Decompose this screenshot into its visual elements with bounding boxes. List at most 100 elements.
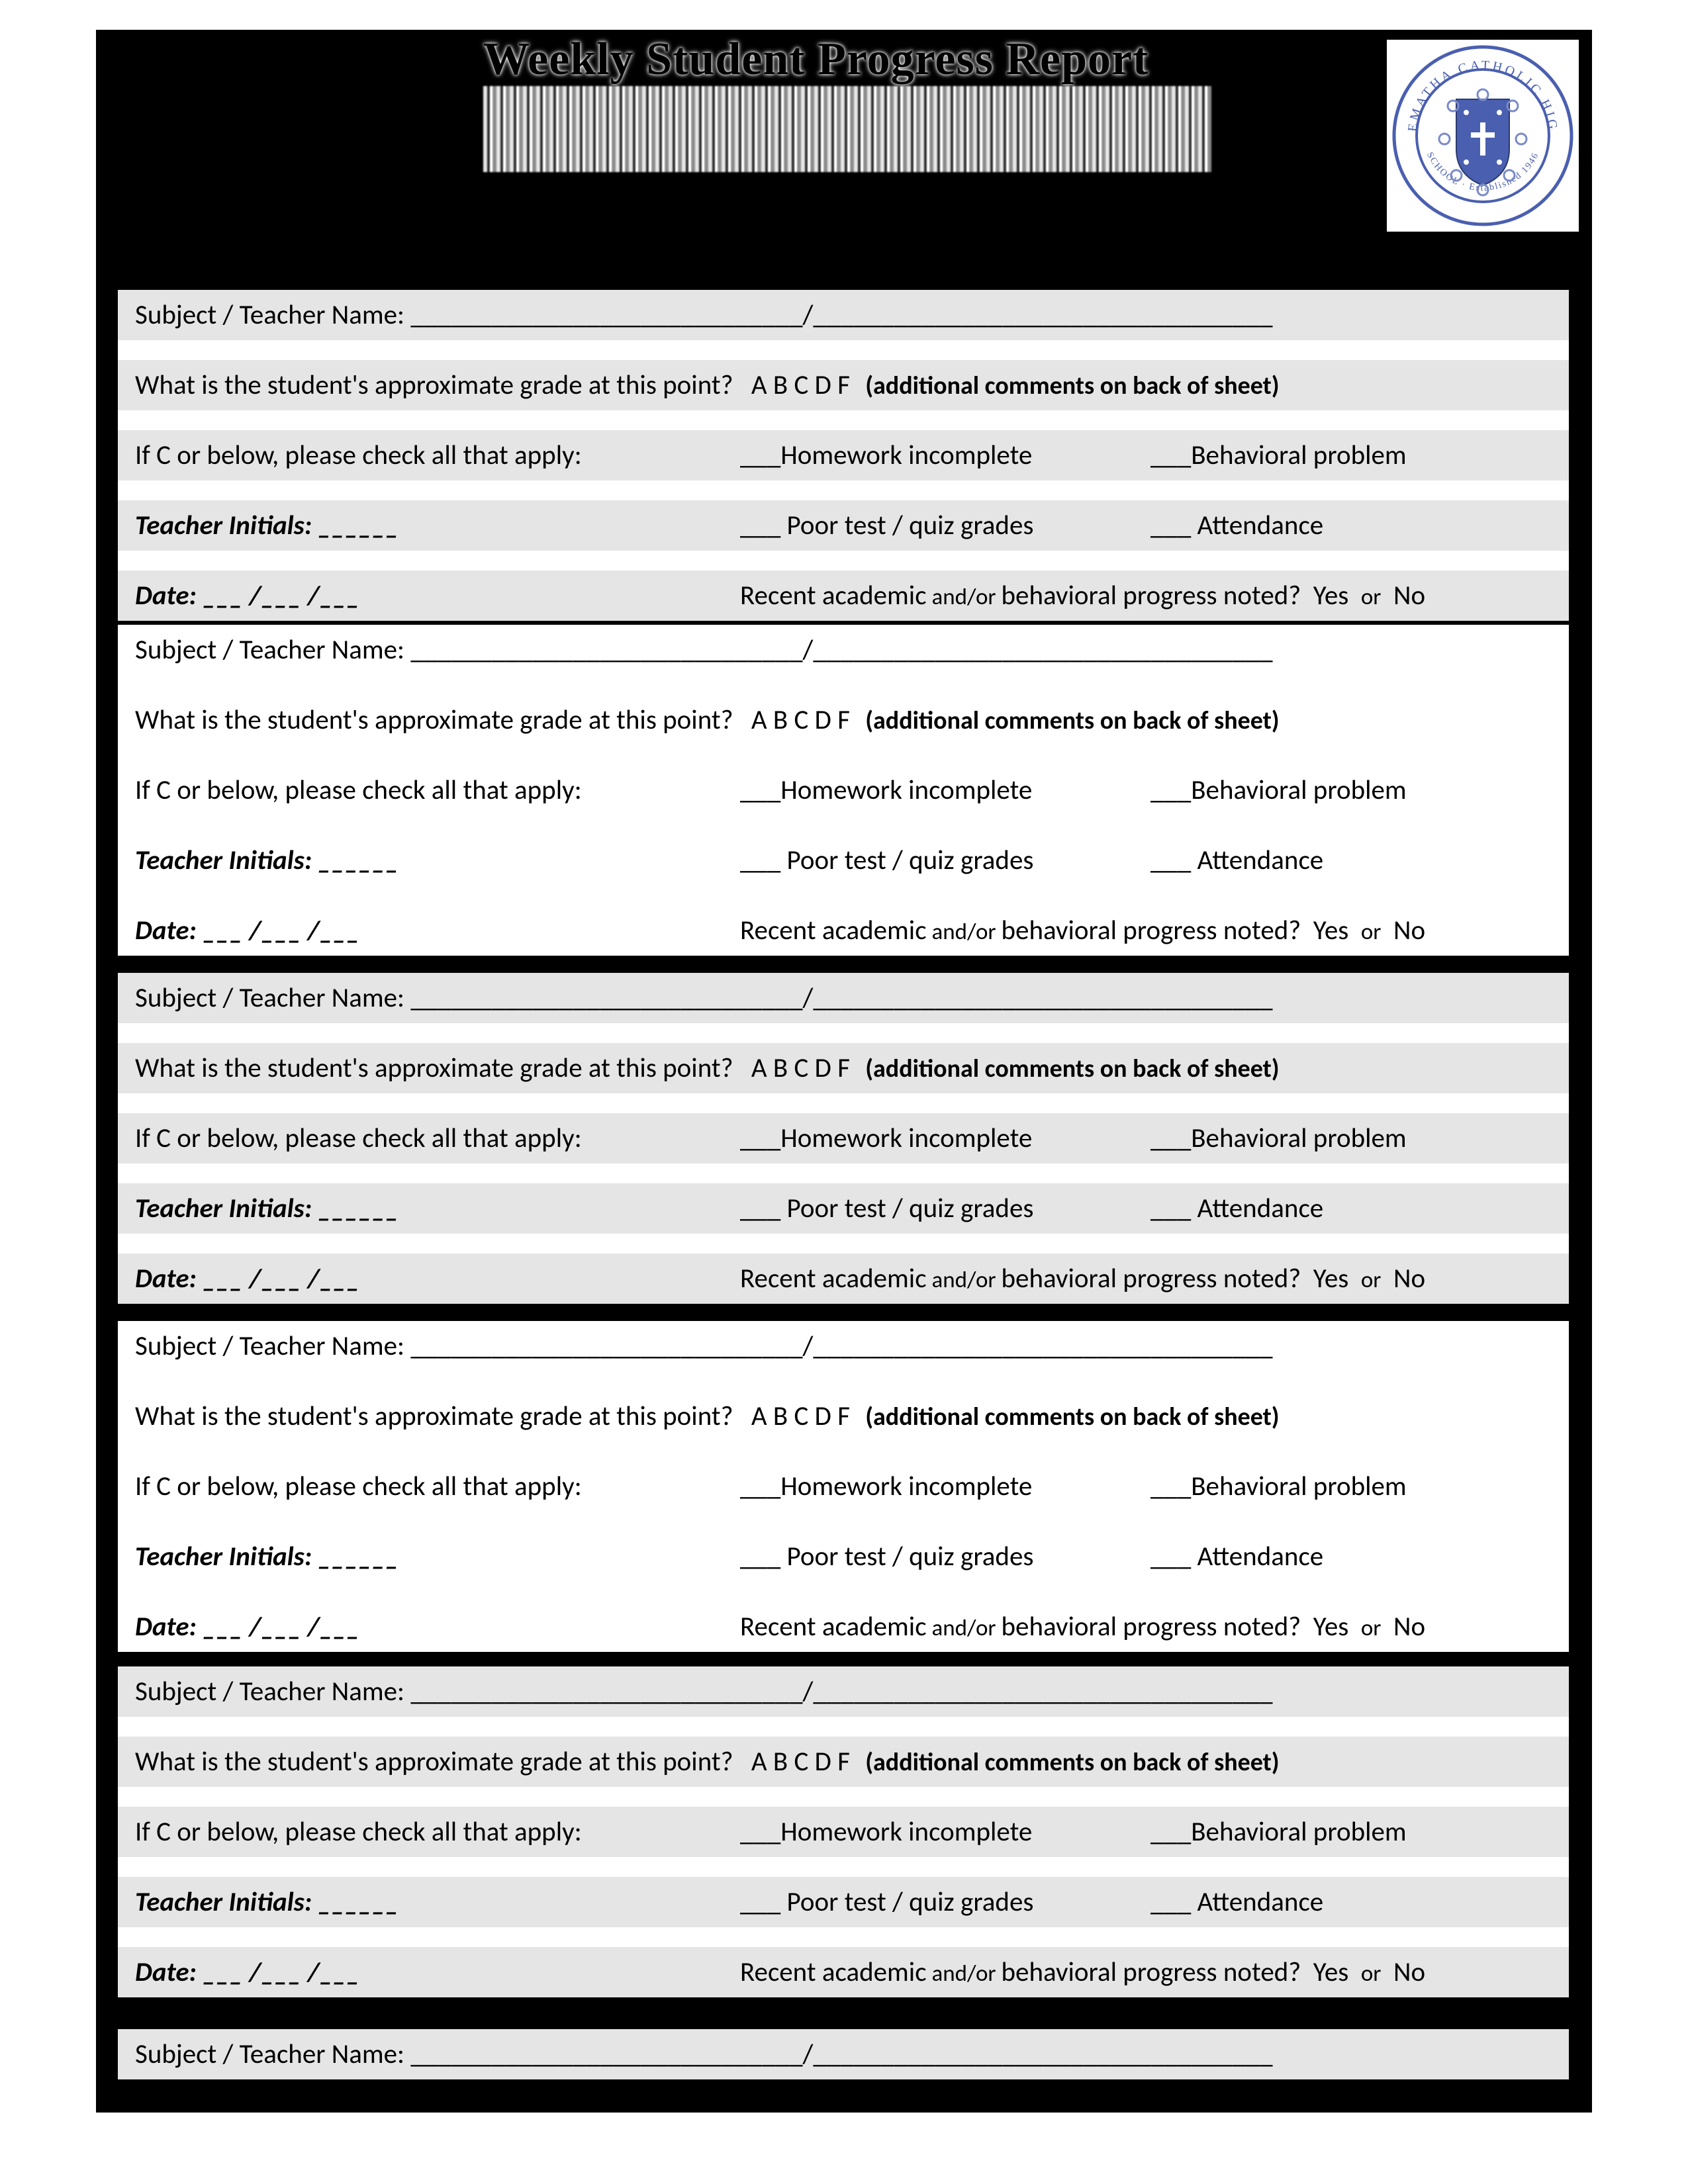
yes-option[interactable]: Yes [1313, 1956, 1348, 1989]
subject-teacher-label: Subject / Teacher Name: [135, 981, 404, 1015]
if-c-label: If C or below, please check all that app… [135, 1122, 582, 1155]
check-row[interactable]: If C or below, please check all that app… [118, 765, 1569, 815]
no-option[interactable]: No [1393, 579, 1425, 612]
school-seal: DEMATHA CATHOLIC HIGH SCHOOL · Establish… [1387, 40, 1579, 232]
gap [118, 551, 1569, 570]
grade-options[interactable]: A B C D F [751, 1052, 850, 1085]
behavior-check[interactable]: ___Behavioral problem [1150, 1807, 1407, 1857]
poor-test-check[interactable]: ___ Poor test / quiz grades [740, 835, 1033, 886]
no-option[interactable]: No [1393, 1262, 1425, 1295]
footer-whitespace [0, 2113, 1688, 2184]
grade-row[interactable]: What is the student's approximate grade … [118, 1737, 1569, 1787]
grade-options[interactable]: A B C D F [751, 1745, 850, 1778]
gap [118, 1927, 1569, 1947]
date-row[interactable]: Date: ___ /___ /___ Recent academic and/… [118, 1602, 1569, 1652]
poor-test-check[interactable]: ___ Poor test / quiz grades [740, 500, 1033, 551]
seal-icon: DEMATHA CATHOLIC HIGH SCHOOL · Establish… [1390, 43, 1575, 228]
grade-options[interactable]: A B C D F [751, 1400, 850, 1433]
grade-row[interactable]: What is the student's approximate grade … [118, 360, 1569, 410]
subject-teacher-line: _____________________________/__________… [410, 1675, 1272, 1708]
subject-teacher-row[interactable]: Subject / Teacher Name: ________________… [118, 1666, 1569, 1717]
gap [118, 410, 1569, 430]
or-text: or [1361, 1266, 1382, 1294]
recent-progress-label: Recent academic and/or behavioral progre… [740, 905, 1425, 956]
gap [118, 1093, 1569, 1113]
subject-teacher-line: _____________________________/__________… [410, 298, 1272, 332]
yes-option[interactable]: Yes [1313, 579, 1348, 612]
check-row[interactable]: If C or below, please check all that app… [118, 1807, 1569, 1857]
subject-teacher-line: _____________________________/__________… [410, 2038, 1272, 2071]
grade-question: What is the student's approximate grade … [135, 369, 733, 402]
attendance-check[interactable]: ___ Attendance [1150, 835, 1323, 886]
if-c-label: If C or below, please check all that app… [135, 774, 582, 807]
if-c-label: If C or below, please check all that app… [135, 439, 582, 472]
attendance-check[interactable]: ___ Attendance [1150, 500, 1323, 551]
check-row[interactable]: If C or below, please check all that app… [118, 1113, 1569, 1163]
subject-teacher-row[interactable]: Subject / Teacher Name: ________________… [118, 973, 1569, 1023]
yes-option[interactable]: Yes [1313, 1610, 1348, 1643]
teacher-initials-label: Teacher Initials: [135, 1886, 312, 1919]
teacher-initials-line: ______ [312, 1192, 399, 1225]
grade-options[interactable]: A B C D F [751, 704, 850, 737]
attendance-check[interactable]: ___ Attendance [1150, 1877, 1323, 1927]
poor-test-check[interactable]: ___ Poor test / quiz grades [740, 1531, 1033, 1582]
subject-block-3: Subject / Teacher Name: ________________… [118, 1321, 1569, 1652]
page-title: Weekly Student Progress Report [483, 33, 1211, 86]
subject-teacher-line: _____________________________/__________… [410, 633, 1272, 666]
title-area: Weekly Student Progress Report [483, 33, 1211, 119]
date-row[interactable]: Date: ___ /___ /___ Recent academic and/… [118, 1947, 1569, 1997]
initials-row[interactable]: Teacher Initials: ______ ___ Poor test /… [118, 500, 1569, 551]
homework-check[interactable]: ___Homework incomplete [740, 1807, 1032, 1857]
yes-option[interactable]: Yes [1313, 914, 1348, 947]
behavior-check[interactable]: ___Behavioral problem [1150, 765, 1407, 815]
initials-row[interactable]: Teacher Initials: ______ ___ Poor test /… [118, 1531, 1569, 1582]
no-option[interactable]: No [1393, 914, 1425, 947]
gap [118, 1234, 1569, 1253]
grade-options[interactable]: A B C D F [751, 369, 850, 402]
gap [118, 1023, 1569, 1043]
check-row[interactable]: If C or below, please check all that app… [118, 1461, 1569, 1512]
homework-check[interactable]: ___Homework incomplete [740, 1461, 1032, 1512]
attendance-check[interactable]: ___ Attendance [1150, 1531, 1323, 1582]
date-row[interactable]: Date: ___ /___ /___ Recent academic and/… [118, 1253, 1569, 1304]
grade-row[interactable]: What is the student's approximate grade … [118, 1043, 1569, 1093]
homework-check[interactable]: ___Homework incomplete [740, 1113, 1032, 1163]
initials-row[interactable]: Teacher Initials: ______ ___ Poor test /… [118, 835, 1569, 886]
date-line: ___ /___ /___ [197, 1610, 360, 1643]
subject-teacher-label: Subject / Teacher Name: [135, 1675, 404, 1708]
subject-block-0: Subject / Teacher Name: ________________… [118, 290, 1569, 621]
grade-paren: (additional comments on back of sheet) [865, 371, 1279, 401]
grade-row[interactable]: What is the student's approximate grade … [118, 1391, 1569, 1441]
initials-row[interactable]: Teacher Initials: ______ ___ Poor test /… [118, 1183, 1569, 1234]
behavior-check[interactable]: ___Behavioral problem [1150, 1461, 1407, 1512]
subject-teacher-line: _____________________________/__________… [410, 981, 1272, 1015]
initials-row[interactable]: Teacher Initials: ______ ___ Poor test /… [118, 1877, 1569, 1927]
subject-teacher-row[interactable]: Subject / Teacher Name: ________________… [118, 2029, 1569, 2079]
behavior-check[interactable]: ___Behavioral problem [1150, 1113, 1407, 1163]
subject-teacher-row[interactable]: Subject / Teacher Name: ________________… [118, 625, 1569, 675]
date-row[interactable]: Date: ___ /___ /___ Recent academic and/… [118, 570, 1569, 621]
recent-progress-label: Recent academic and/or behavioral progre… [740, 1253, 1425, 1304]
subject-teacher-row[interactable]: Subject / Teacher Name: ________________… [118, 1321, 1569, 1371]
poor-test-check[interactable]: ___ Poor test / quiz grades [740, 1877, 1033, 1927]
homework-check[interactable]: ___Homework incomplete [740, 430, 1032, 480]
gap [118, 1163, 1569, 1183]
date-label: Date: [135, 914, 197, 947]
no-option[interactable]: No [1393, 1956, 1425, 1989]
title-distortion-artifact [483, 86, 1211, 172]
grade-question: What is the student's approximate grade … [135, 704, 733, 737]
yes-option[interactable]: Yes [1313, 1262, 1348, 1295]
gap [118, 1717, 1569, 1737]
date-label: Date: [135, 1956, 197, 1989]
attendance-check[interactable]: ___ Attendance [1150, 1183, 1323, 1234]
homework-check[interactable]: ___Homework incomplete [740, 765, 1032, 815]
subject-teacher-row[interactable]: Subject / Teacher Name: ________________… [118, 290, 1569, 340]
check-row[interactable]: If C or below, please check all that app… [118, 430, 1569, 480]
poor-test-check[interactable]: ___ Poor test / quiz grades [740, 1183, 1033, 1234]
no-option[interactable]: No [1393, 1610, 1425, 1643]
date-row[interactable]: Date: ___ /___ /___ Recent academic and/… [118, 905, 1569, 956]
teacher-initials-line: ______ [312, 1540, 399, 1573]
grade-row[interactable]: What is the student's approximate grade … [118, 695, 1569, 745]
grade-paren: (additional comments on back of sheet) [865, 1747, 1279, 1778]
behavior-check[interactable]: ___Behavioral problem [1150, 430, 1407, 480]
